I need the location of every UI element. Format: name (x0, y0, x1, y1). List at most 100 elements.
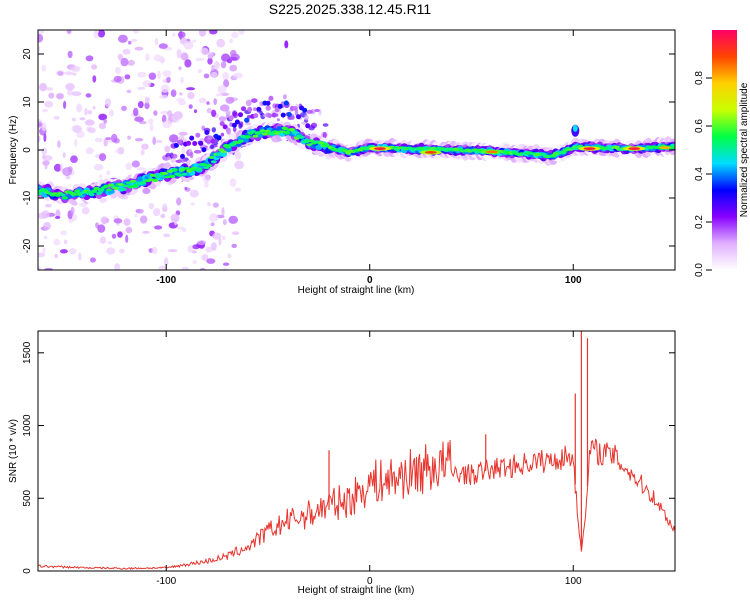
noise-blob (98, 113, 108, 121)
noise-blob (166, 76, 171, 84)
noise-blob (142, 80, 152, 88)
noise-blob (72, 72, 77, 76)
noise-blob (85, 147, 94, 155)
noise-blob (154, 225, 163, 230)
ridge-segment (74, 189, 81, 193)
ridge-segment (71, 193, 78, 196)
noise-blob (132, 30, 139, 34)
spectrogram-y-tick-label: -20 (22, 238, 33, 253)
snr-x-ticks: -100 0 100 (156, 331, 582, 587)
noise-blob (42, 247, 46, 254)
noise-blob (70, 155, 78, 163)
noise-blob (137, 86, 146, 90)
noise-blob (232, 110, 237, 117)
noise-blob (117, 53, 124, 61)
noise-blob (142, 230, 150, 234)
noise-blob (192, 250, 197, 254)
noise-blob (105, 137, 112, 141)
noise-blob (142, 187, 151, 195)
ridge-segment (207, 135, 213, 141)
noise-blob (227, 253, 232, 259)
snr-frame (37, 330, 676, 572)
noise-blob (159, 94, 169, 99)
noise-blob (57, 71, 64, 76)
snr-y-tick-label: 1000 (22, 414, 33, 437)
ridge-segment (225, 127, 231, 133)
ridge-segment (169, 174, 176, 179)
noise-blob (215, 93, 223, 97)
spectrogram-y-tick-label: 0 (22, 147, 33, 153)
noise-blob (62, 152, 66, 159)
noise-blob (170, 158, 176, 163)
noise-blob (123, 218, 131, 226)
spectrogram-y-tick-label: -10 (22, 190, 33, 205)
noise-blob (142, 143, 147, 149)
noise-blob (209, 30, 218, 35)
ridge-segment (280, 112, 286, 118)
spectrogram-y-tick-label: 20 (22, 48, 33, 60)
noise-blob (111, 133, 118, 143)
noise-blob (217, 85, 227, 94)
noise-blob (153, 54, 162, 62)
ridge-segment (238, 112, 243, 118)
noise-blob (125, 234, 129, 243)
ridge-segment (228, 115, 234, 121)
snr-x-tick-label: -100 (156, 576, 176, 587)
colorbar: 0.0 0.2 0.4 0.6 0.8 Normalized spectral ampl… (694, 30, 750, 277)
ridge-segment (147, 178, 154, 182)
snr-y-tick-label: 1500 (22, 341, 33, 364)
noise-blob (265, 112, 271, 118)
noise-blob (94, 137, 103, 143)
noise-blob (192, 259, 197, 265)
noise-blob (181, 266, 190, 270)
hotspot (583, 147, 596, 151)
noise-blob (63, 100, 67, 109)
noise-blob (55, 209, 61, 218)
noise-blob (181, 146, 186, 155)
spectrogram-x-tick-label: 100 (565, 275, 582, 286)
noise-blob (284, 40, 289, 49)
noise-blob (169, 134, 179, 143)
noise-blob (176, 97, 185, 102)
noise-blob (214, 60, 220, 70)
noise-blob (195, 57, 205, 62)
colorbar-tick-label: 0.6 (694, 119, 705, 133)
noise-blob (121, 105, 127, 112)
noise-blob (85, 93, 92, 98)
ridge-segment (173, 142, 179, 148)
noise-blob (126, 89, 132, 94)
noise-blob (62, 167, 72, 177)
ridge-segment (292, 106, 298, 111)
noise-blob (98, 122, 107, 130)
colorbar-tick-label: 0.8 (694, 71, 705, 85)
noise-blob (225, 96, 235, 104)
ridge-segment (215, 152, 222, 156)
ridge-segment (252, 134, 259, 138)
ridge-segment (180, 153, 185, 159)
noise-blob (179, 157, 186, 163)
noise-blob (188, 104, 193, 109)
noise-blob (211, 64, 215, 71)
ridge-segment (281, 126, 288, 131)
ridge-segment (249, 130, 256, 134)
noise-blob (106, 247, 116, 255)
noise-blob (189, 151, 194, 159)
noise-blob (197, 69, 203, 74)
noise-blob (163, 233, 171, 238)
noise-blob (149, 123, 154, 132)
noise-blob (134, 138, 144, 142)
noise-blob (65, 83, 75, 91)
noise-blob (193, 109, 198, 114)
noise-blob (99, 174, 103, 179)
noise-blob (164, 145, 171, 153)
noise-blob (119, 248, 125, 254)
noise-blob (253, 107, 257, 111)
ridge-segment (268, 95, 274, 101)
ridge-segment (127, 185, 134, 189)
colorbar-tick-label: 0.4 (694, 167, 705, 181)
ridge-segment (201, 147, 207, 153)
noise-blob (124, 74, 131, 80)
noise-blob (234, 151, 242, 160)
noise-blob (72, 125, 83, 133)
noise-blob (265, 105, 271, 111)
